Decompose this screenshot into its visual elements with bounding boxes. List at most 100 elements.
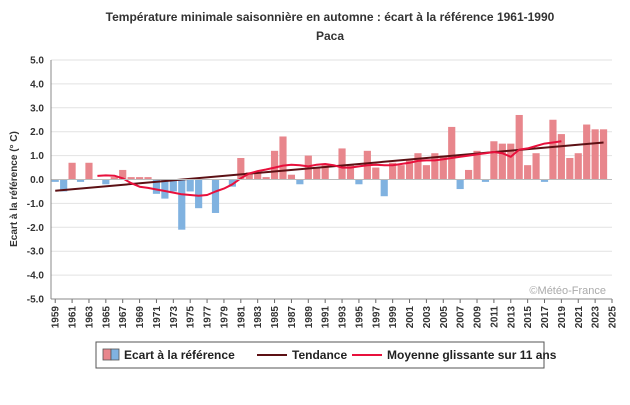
bar-1968 [127,177,135,180]
bar-2021 [574,153,582,180]
bar-1988 [296,179,304,185]
y-tick-label: 4.0 [30,79,44,90]
x-tick-label: 2009 [473,306,484,329]
bar-1985 [270,150,279,180]
bar-2017 [540,179,549,182]
bar-1987 [287,174,296,180]
bar-2006 [448,126,456,180]
bar-2020 [566,157,574,180]
x-tick-label: 1975 [186,306,197,329]
bar-1981 [237,157,245,180]
y-tick-label: -1.0 [27,199,45,210]
bar-2002 [414,153,422,180]
chart-subtitle: Paca [316,29,344,43]
x-tick-label: 1989 [304,306,315,329]
credit-label: ©Météo-France [529,285,606,297]
x-tick-label: 1965 [101,306,112,329]
bar-2007 [456,179,464,190]
x-tick-label: 1981 [236,306,247,329]
y-tick-label: 0.0 [30,175,44,186]
y-tick-labels: 5.0 4.0 3.0 2.0 1.0 0.0 -1.0 -2.0 -3.0 -4.0 -5.0 [27,56,45,306]
x-tick-label: 1987 [287,306,298,329]
x-tick-label: 1999 [388,306,399,329]
x-tick-label: 2001 [405,306,416,329]
bar-2011 [490,141,498,180]
bar-1965 [102,179,110,185]
bar-2004 [431,153,439,180]
x-tick-label: 1959 [51,306,62,329]
bar-2012 [498,143,506,180]
bar-2005 [439,155,447,180]
bar-1994 [346,165,355,180]
bar-2009 [473,150,481,180]
bar-2003 [422,165,430,180]
x-tick-label: 1963 [84,306,95,329]
axes-group [50,60,613,303]
legend-label-trend: Tendance [292,348,347,362]
moving-average-line [97,140,562,197]
y-tick-label: 2.0 [30,127,44,138]
bar-1967 [119,169,127,180]
x-tick-label: 2011 [489,306,500,328]
bar-1973 [169,179,177,192]
bar-2014 [515,114,523,180]
x-tick-label: 2005 [439,306,450,329]
x-tick-label: 1971 [152,306,163,329]
bar-2023 [591,129,599,180]
bar-1986 [279,136,287,180]
x-tick-label: 1967 [118,306,129,329]
x-tick-label: 2015 [523,306,534,329]
bar-2010 [481,179,490,182]
x-tick-label: 1985 [270,306,281,329]
legend-label-bars: Ecart à la référence [124,348,235,362]
legend-box [95,341,545,369]
trend-line [55,141,604,192]
bar-1983 [254,172,262,180]
chart-title: Température minimale saisonnière en auto… [106,10,555,24]
y-tick-label: 1.0 [30,151,44,162]
y-tick-label: -3.0 [27,247,45,258]
bar-1993 [338,148,346,180]
legend-label-moving: Moyenne glissante sur 11 ans [387,348,557,362]
x-tick-label: 1973 [169,306,180,329]
bar-1999 [389,162,397,180]
x-tick-label: 1979 [219,306,230,329]
x-tick-label: 2025 [608,306,619,329]
y-axis-label: Ecart à la référence (° C) [9,131,20,247]
bar-2001 [405,160,414,180]
x-tick-label: 2021 [574,306,585,329]
bar-1971 [152,179,161,194]
x-tick-labels: 1959 1961 1963 1965 1967 1969 1971 1973 1975 1977… [51,306,619,329]
x-tick-label: 1969 [135,306,146,329]
x-tick-label: 1977 [203,306,214,329]
x-tick-label: 1993 [338,306,349,329]
y-tick-label: -2.0 [27,223,45,234]
bar-1972 [161,179,169,199]
bar-2015 [524,165,532,180]
legend-swatch-bars [102,348,120,361]
bar-1961 [68,162,76,180]
bar-1990 [313,167,321,180]
bar-1960 [60,179,68,192]
x-tick-label: 2013 [506,306,517,329]
x-tick-label: 2019 [557,306,568,329]
bar-1980 [228,179,236,187]
bar-1962 [76,179,85,182]
y-tick-label: 5.0 [30,56,44,67]
x-tick-label: 1997 [371,306,382,329]
bar-1984 [262,177,270,180]
y-tick-label: -4.0 [27,271,45,282]
bar-1970 [144,177,152,180]
x-tick-label: 1991 [321,306,332,329]
bar-2022 [583,124,591,180]
bar-1997 [372,167,380,180]
x-tick-label: 2023 [591,306,602,329]
x-tick-label: 2017 [540,306,551,329]
bar-1982 [245,172,253,180]
bar-1991 [321,165,329,180]
bar-1963 [85,162,93,180]
bar-2024 [599,129,608,180]
bar-2018 [549,119,557,180]
legend: Ecart à la référence Tendance Moyenne gl… [95,341,557,369]
